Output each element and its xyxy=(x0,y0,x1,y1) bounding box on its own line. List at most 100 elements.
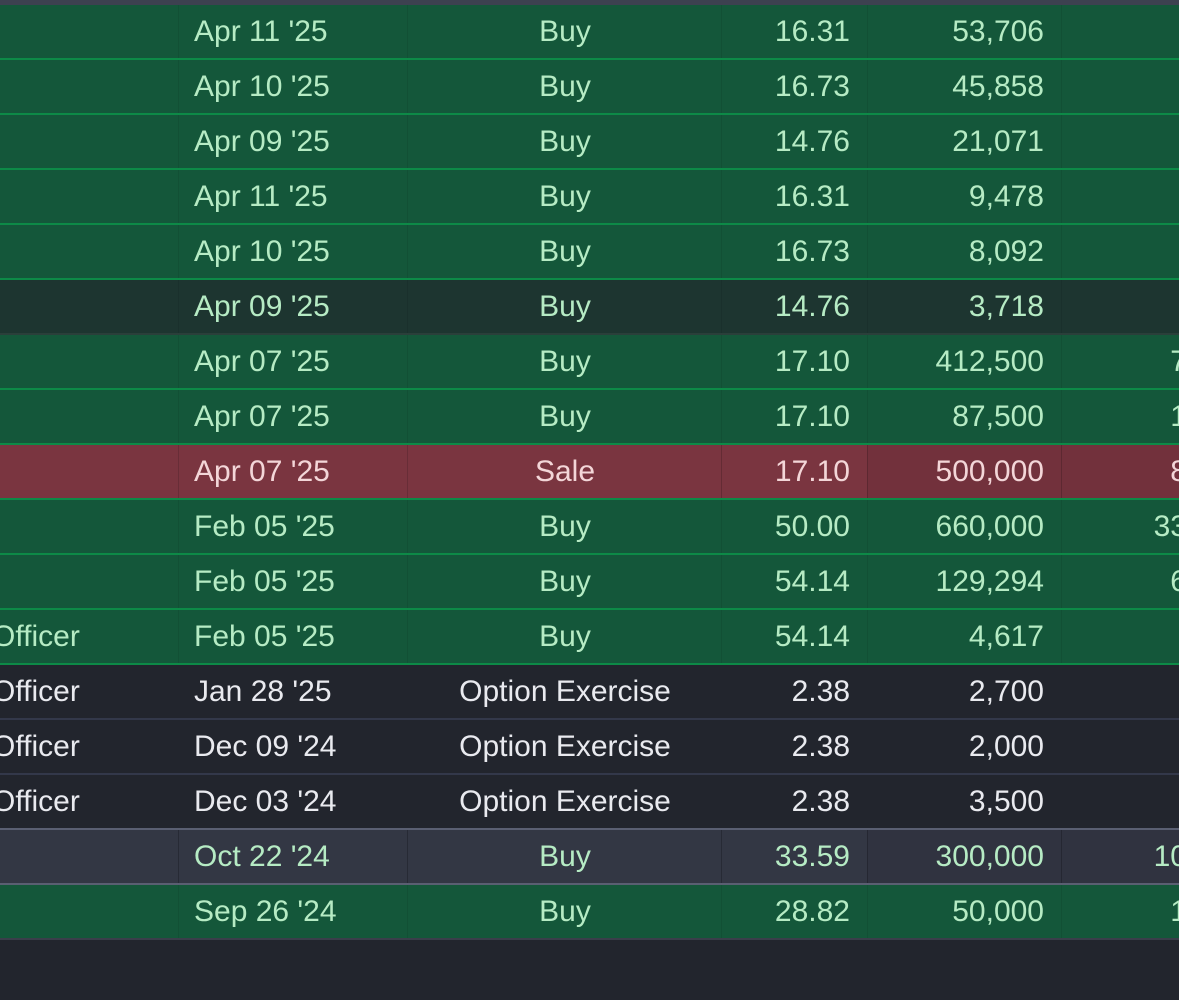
transaction-type-cell: Buy xyxy=(539,180,591,213)
column-divider xyxy=(407,335,408,388)
value-cell: 8 xyxy=(1062,5,1179,58)
column-divider xyxy=(867,445,868,498)
transaction-type-cell: Buy xyxy=(539,620,591,653)
column-divider xyxy=(178,500,179,553)
shares-cell: 412,500 xyxy=(935,345,1044,378)
transaction-date-cell: Apr 07 '25 xyxy=(194,400,330,433)
value-cell: 7,0 xyxy=(1170,345,1179,378)
transaction-date-cell: Feb 05 '25 xyxy=(194,620,335,653)
insider-title-cell: Officer xyxy=(0,675,80,708)
transaction-date-cell: Feb 05 '25 xyxy=(194,510,335,543)
insider-title-cell xyxy=(0,60,162,113)
column-divider xyxy=(178,170,179,223)
column-divider xyxy=(867,500,868,553)
column-divider xyxy=(867,555,868,608)
table-row[interactable]: Sep 26 '24 Buy 28.82 50,000 1,4 xyxy=(0,885,1179,940)
column-divider xyxy=(721,335,722,388)
column-divider xyxy=(407,60,408,113)
price-cell: 2.38 xyxy=(791,785,850,818)
column-divider xyxy=(1061,885,1062,938)
column-divider xyxy=(1061,500,1062,553)
column-divider xyxy=(721,280,722,333)
table-row[interactable]: Apr 09 '25 Buy 14.76 3,718 xyxy=(0,280,1179,335)
table-row-sale[interactable]: Apr 07 '25 Sale 17.10 500,000 8,5 xyxy=(0,445,1179,500)
insider-title-cell xyxy=(0,115,162,168)
table-row-highlighted[interactable]: Oct 22 '24 Buy 33.59 300,000 10,0 xyxy=(0,830,1179,885)
column-divider xyxy=(1061,830,1062,883)
shares-cell: 2,700 xyxy=(968,675,1044,708)
price-cell: 17.10 xyxy=(774,400,850,433)
shares-cell: 660,000 xyxy=(935,510,1044,543)
column-divider xyxy=(721,610,722,663)
value-cell: 6,9 xyxy=(1170,565,1179,598)
column-divider xyxy=(407,170,408,223)
column-divider xyxy=(867,170,868,223)
shares-cell: 8,092 xyxy=(968,235,1044,268)
insider-title-cell xyxy=(0,555,162,608)
shares-cell: 45,858 xyxy=(952,70,1044,103)
transaction-type-cell: Buy xyxy=(539,125,591,158)
column-divider xyxy=(407,830,408,883)
table-row[interactable]: Feb 05 '25 Buy 50.00 660,000 33,0 xyxy=(0,500,1179,555)
column-divider xyxy=(1061,5,1062,58)
price-cell: 16.31 xyxy=(774,15,850,48)
table-row[interactable]: Apr 11 '25 Buy 16.31 53,706 8 xyxy=(0,5,1179,60)
value-cell xyxy=(1062,280,1179,333)
column-divider xyxy=(721,170,722,223)
value-cell: 1 xyxy=(1062,225,1179,278)
table-row[interactable]: Feb 05 '25 Buy 54.14 129,294 6,9 xyxy=(0,555,1179,610)
table-row[interactable]: Officer Feb 05 '25 Buy 54.14 4,617 2 xyxy=(0,610,1179,665)
insider-title-cell xyxy=(0,500,162,553)
transaction-date-cell: Apr 11 '25 xyxy=(194,15,328,48)
column-divider xyxy=(407,5,408,58)
column-divider xyxy=(1061,610,1062,663)
transaction-date-cell: Apr 11 '25 xyxy=(194,180,328,213)
shares-cell: 4,617 xyxy=(968,620,1044,653)
table-row[interactable]: Apr 07 '25 Buy 17.10 412,500 7,0 xyxy=(0,335,1179,390)
value-cell: 1,4 xyxy=(1170,400,1179,433)
transaction-type-cell: Buy xyxy=(539,70,591,103)
transaction-date-cell: Dec 03 '24 xyxy=(194,785,337,818)
transaction-type-cell: Buy xyxy=(539,400,591,433)
column-divider xyxy=(1061,115,1062,168)
column-divider xyxy=(867,60,868,113)
transaction-date-cell: Apr 10 '25 xyxy=(194,70,330,103)
transaction-date-cell: Feb 05 '25 xyxy=(194,565,335,598)
column-divider xyxy=(407,115,408,168)
transaction-date-cell: Dec 09 '24 xyxy=(194,730,337,763)
insider-title-cell xyxy=(0,445,162,498)
table-row-option-exercise[interactable]: Officer Dec 03 '24 Option Exercise 2.38 … xyxy=(0,775,1179,830)
value-cell: 7 xyxy=(1062,60,1179,113)
table-row-option-exercise[interactable]: Officer Jan 28 '25 Option Exercise 2.38 … xyxy=(0,665,1179,720)
column-divider xyxy=(407,610,408,663)
table-row[interactable]: Apr 10 '25 Buy 16.73 8,092 1 xyxy=(0,225,1179,280)
column-divider xyxy=(1061,170,1062,223)
value-cell xyxy=(1062,720,1179,773)
insider-title-cell xyxy=(0,335,162,388)
transaction-date-cell: Jan 28 '25 xyxy=(194,675,332,708)
table-row[interactable]: Apr 10 '25 Buy 16.73 45,858 7 xyxy=(0,60,1179,115)
table-row[interactable]: Apr 09 '25 Buy 14.76 21,071 3 xyxy=(0,115,1179,170)
shares-cell: 50,000 xyxy=(952,895,1044,928)
column-divider xyxy=(407,445,408,498)
value-cell: 8,5 xyxy=(1170,455,1179,488)
price-cell: 2.38 xyxy=(791,675,850,708)
table-row[interactable]: Apr 11 '25 Buy 16.31 9,478 1 xyxy=(0,170,1179,225)
column-divider xyxy=(407,500,408,553)
column-divider xyxy=(178,280,179,333)
transaction-type-cell: Buy xyxy=(539,895,591,928)
table-row-option-exercise[interactable]: Officer Dec 09 '24 Option Exercise 2.38 … xyxy=(0,720,1179,775)
column-divider xyxy=(178,445,179,498)
transaction-type-cell: Buy xyxy=(539,235,591,268)
table-top-border xyxy=(0,0,1179,5)
value-cell xyxy=(1062,665,1179,718)
insider-transactions-table: Apr 11 '25 Buy 16.31 53,706 8 Apr 10 '25… xyxy=(0,5,1179,940)
column-divider xyxy=(721,885,722,938)
insider-title-cell xyxy=(0,225,162,278)
table-row[interactable]: Apr 07 '25 Buy 17.10 87,500 1,4 xyxy=(0,390,1179,445)
column-divider xyxy=(1061,60,1062,113)
value-cell: 1,4 xyxy=(1170,895,1179,928)
transaction-date-cell: Oct 22 '24 xyxy=(194,840,330,873)
value-cell: 33,0 xyxy=(1153,510,1179,543)
